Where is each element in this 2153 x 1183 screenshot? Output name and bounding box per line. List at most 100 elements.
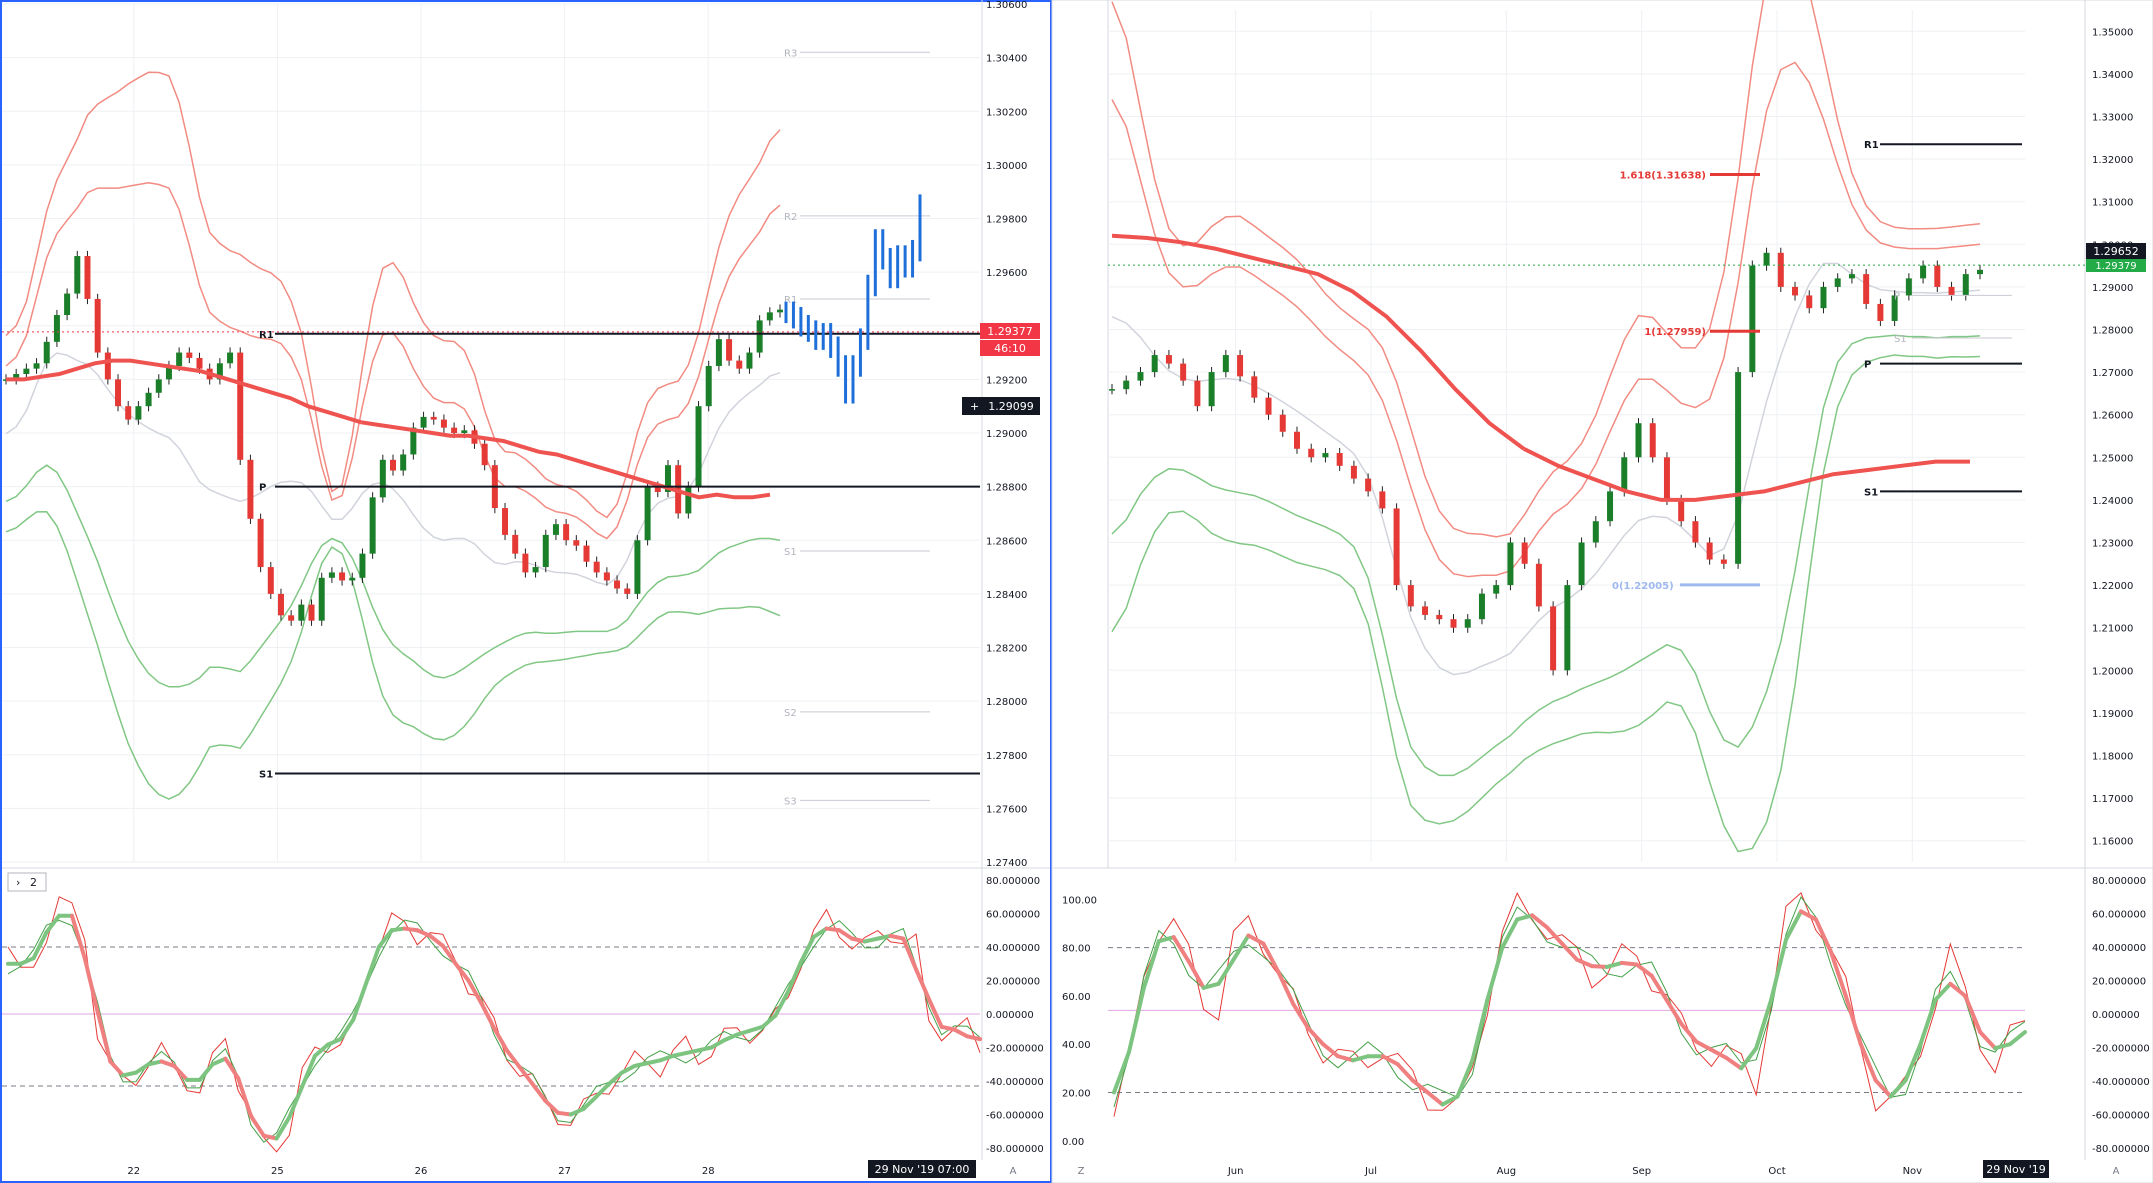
candle <box>359 548 366 583</box>
y-tick-label: 1.26000 <box>2092 411 2133 422</box>
fib-label: 0(1.22005) <box>1612 581 1674 592</box>
candle <box>1308 443 1315 463</box>
osc-signal-segment <box>287 1084 305 1120</box>
osc-signal-segment <box>261 1133 279 1141</box>
candle-body <box>125 406 132 420</box>
candle-body <box>685 486 692 514</box>
osc-signal-segment <box>210 1056 228 1067</box>
candle-body <box>614 580 621 589</box>
candle-body <box>502 508 509 535</box>
candle-body <box>1422 606 1429 615</box>
candle-body <box>410 427 417 455</box>
candle <box>318 572 325 626</box>
bollinger-mid-line <box>1111 262 1981 676</box>
candle-body <box>196 357 203 369</box>
candle <box>1180 358 1187 386</box>
candle-body <box>664 465 671 492</box>
candle <box>552 519 559 541</box>
osc-signal-segment <box>1425 1090 1445 1107</box>
candle-body <box>705 365 712 407</box>
candle <box>440 414 447 433</box>
candle-body <box>593 561 600 573</box>
y-tick-label: 1.27600 <box>986 804 1027 815</box>
candle <box>379 454 386 503</box>
osc-signal-segment <box>338 1017 356 1042</box>
candle-body <box>176 352 183 366</box>
candle-body <box>1535 563 1542 607</box>
candle <box>277 588 284 621</box>
osc-y-tick-label: 80.00 <box>1062 944 1091 955</box>
candle <box>237 347 244 465</box>
left-auto-scale-button[interactable]: A <box>1010 1166 1017 1177</box>
candle-body <box>1279 414 1286 432</box>
crosshair-price-badge: + 1.29099 <box>962 397 1040 415</box>
candle <box>216 358 223 385</box>
right-auto-scale-button[interactable]: A <box>2113 1166 2120 1177</box>
candle-body <box>115 379 122 407</box>
right-oscillator-pane[interactable]: 100.00 80.00 60.00 40.00 20.00 0.00 80.000000 6… <box>1062 876 2150 1155</box>
candle-body <box>1180 363 1187 381</box>
osc-signal-segment <box>1321 1042 1341 1059</box>
candle-body <box>766 312 773 321</box>
y-tick-label: 1.18000 <box>2092 752 2133 763</box>
left-footer-datetime-label: 29 Nov '19 07:00 <box>875 1163 970 1176</box>
candle-body <box>1692 521 1699 543</box>
osc-signal-segment <box>696 1045 714 1053</box>
osc-right-tick-label: 0.000000 <box>2092 1010 2140 1021</box>
candle <box>1393 503 1400 591</box>
candle-body <box>1222 355 1229 373</box>
candle-body <box>1863 274 1870 304</box>
candle <box>1208 366 1215 412</box>
candle-body <box>318 577 325 621</box>
last-price-label: 1.29377 <box>987 325 1033 338</box>
osc-signal-segment <box>133 1062 151 1075</box>
candle <box>43 336 50 369</box>
osc-fast-line <box>1113 892 2026 1117</box>
osc-signal-segment <box>1574 957 1594 969</box>
osc-right-tick-label: -60.000000 <box>2092 1111 2150 1122</box>
osc-signal-segment <box>197 1062 215 1082</box>
left-oscillator-pane[interactable]: 80.000000 60.000000 40.000000 20.000000 0.00… <box>2 876 1044 1155</box>
candle-body <box>227 352 234 364</box>
candle-body <box>1720 559 1727 564</box>
candle <box>1493 579 1500 599</box>
candle <box>1123 375 1130 395</box>
osc-signal-segment <box>312 1042 330 1058</box>
candle <box>512 529 519 559</box>
candle <box>308 599 315 626</box>
osc-y-tick-label: 20.000000 <box>986 977 1040 988</box>
left-price-pane[interactable]: 1.30600 1.30400 1.30200 1.30000 1.29800 1.296… <box>2 0 1050 1177</box>
candle-body <box>715 339 722 366</box>
candle-body <box>390 459 396 471</box>
candle <box>298 599 305 626</box>
candle <box>715 334 722 372</box>
osc-right-tick-label: 20.000000 <box>2092 977 2146 988</box>
y-tick-label: 1.23000 <box>2092 539 2133 550</box>
candle <box>756 315 763 358</box>
z-button[interactable]: Z <box>1078 1166 1085 1177</box>
osc-signal-segment <box>1978 1030 1998 1051</box>
candle <box>1237 349 1244 382</box>
candle <box>1834 273 1841 293</box>
candle-body <box>1308 448 1315 458</box>
candle-body <box>1706 542 1713 560</box>
candle-body <box>1592 521 1599 543</box>
faint-pivot-label: S3 <box>784 796 797 807</box>
right-footer-datetime-label: 29 Nov '19 <box>1986 1163 2045 1176</box>
candle <box>84 250 91 305</box>
candle-body <box>1521 542 1528 564</box>
candle <box>614 575 621 594</box>
candle-body <box>1109 389 1115 391</box>
candle-body <box>145 392 152 407</box>
indicator-toggle[interactable]: › 2 <box>7 872 47 892</box>
right-price-pane[interactable]: 1.350001.340001.330001.320001.310001.300… <box>1053 0 2153 1177</box>
candle <box>1692 516 1699 548</box>
y-tick-label: 1.28000 <box>986 697 1027 708</box>
candle <box>624 583 631 600</box>
osc-signal-segment <box>619 1063 637 1075</box>
osc-signal-segment <box>1739 1046 1759 1071</box>
x-tick-label: 25 <box>271 1166 284 1177</box>
candle <box>1521 537 1528 569</box>
osc-signal-segment <box>146 1059 164 1067</box>
